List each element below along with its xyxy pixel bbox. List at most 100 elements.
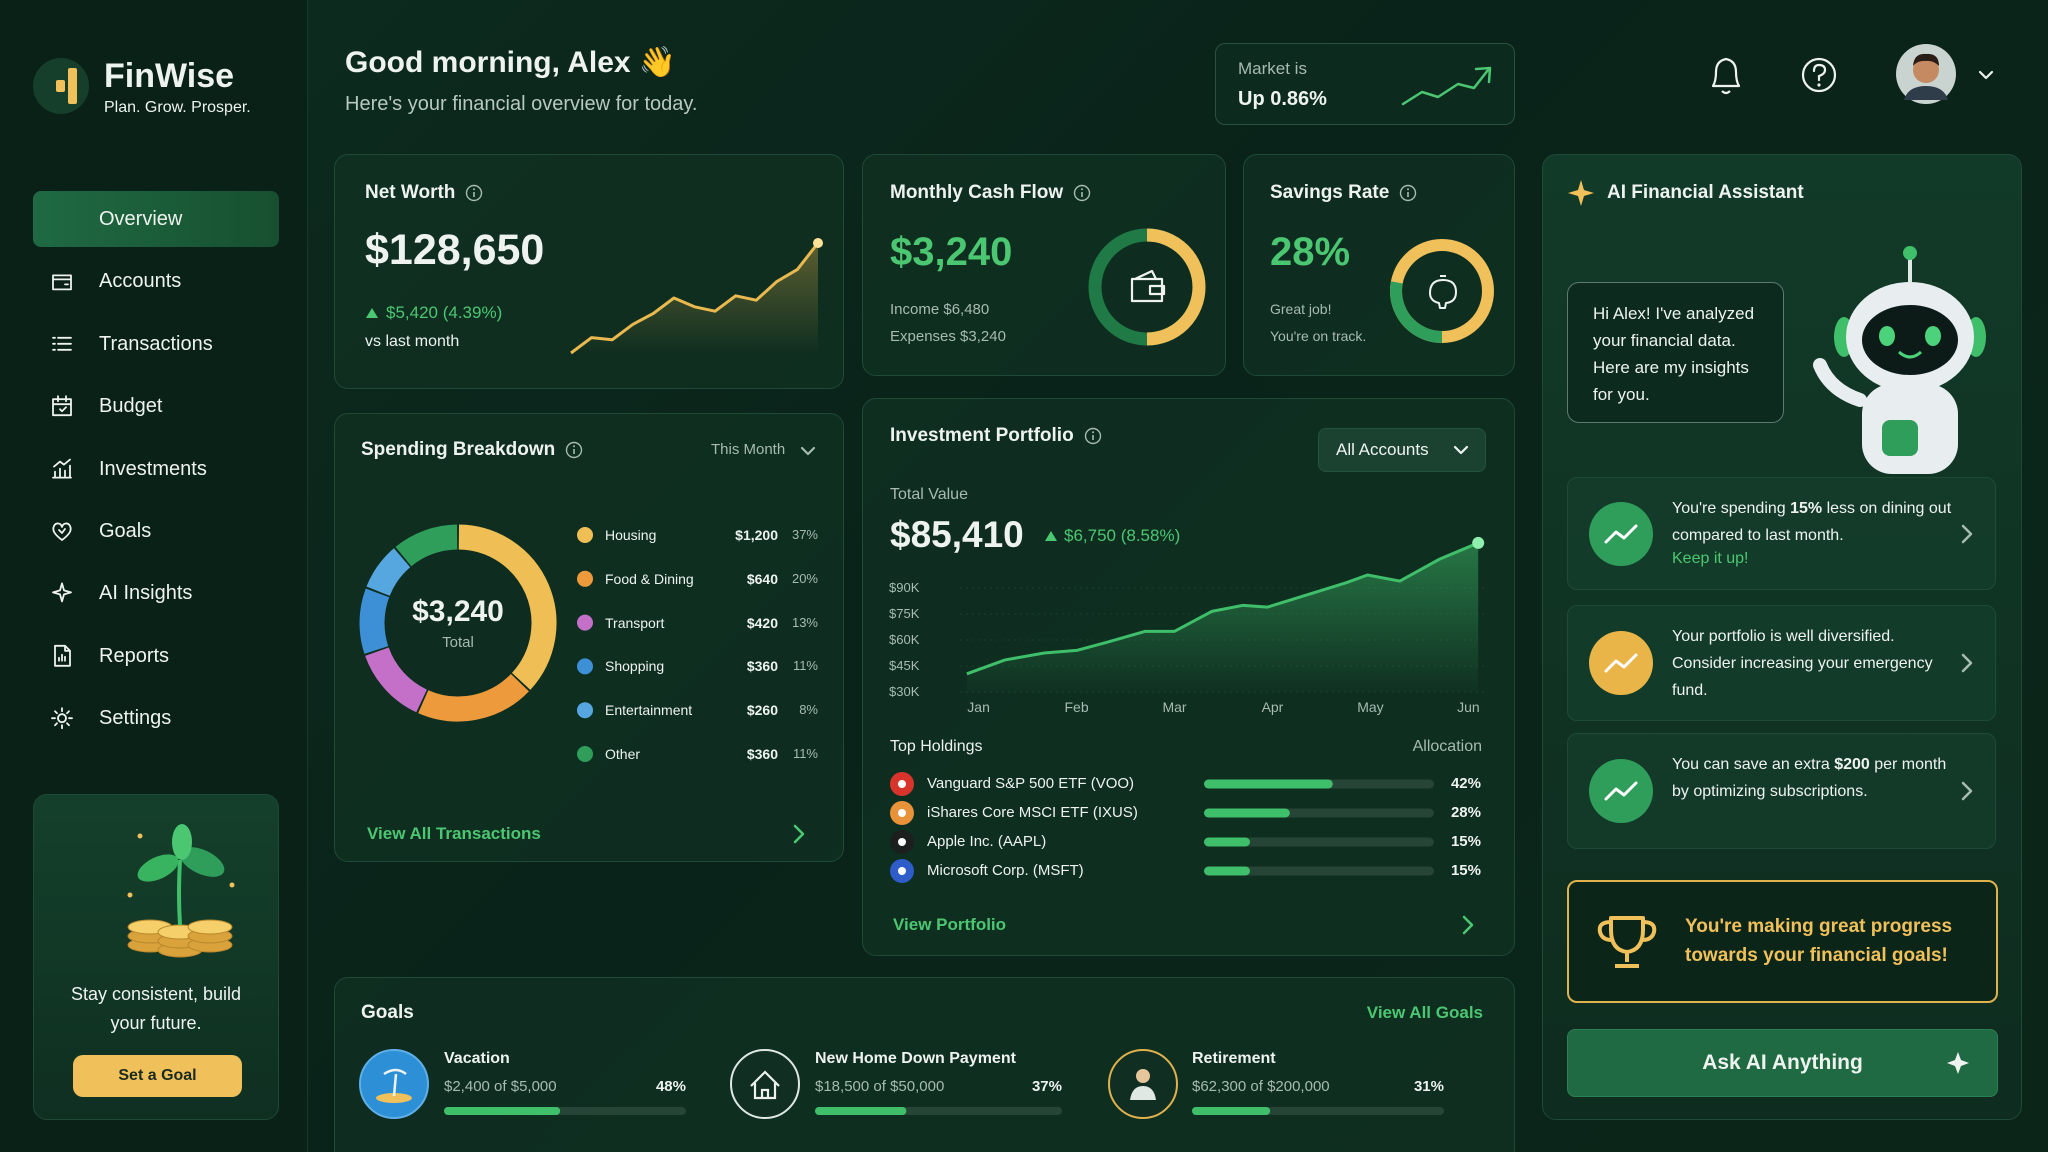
allocation-value: 15% — [1450, 862, 1481, 879]
avatar-body — [1904, 86, 1948, 100]
info-icon[interactable] — [1399, 184, 1417, 202]
goal-percent: 37% — [1031, 1078, 1062, 1095]
insight-part: You're spending — [1672, 500, 1791, 517]
category-name: Shopping — [605, 658, 665, 675]
brand-tagline: Plan. Grow. Prosper. — [104, 99, 251, 116]
brand-name: FinWise — [104, 57, 235, 95]
category-percent: 37% — [791, 527, 818, 542]
ai-title: AI Financial Assistant — [1607, 182, 1804, 203]
goal-progress: $62,300 of $200,000 — [1192, 1078, 1330, 1095]
x-tick-label: Mar — [1162, 699, 1187, 715]
category-name: Other — [605, 746, 641, 762]
net-worth-change: $5,420 (4.39%) — [386, 303, 503, 322]
spending-title-row: Spending Breakdown — [361, 439, 583, 462]
category-percent: 8% — [799, 702, 818, 718]
category-name: Food & Dining — [605, 570, 694, 587]
view-transactions-link[interactable]: View All Transactions — [367, 824, 541, 843]
category-name: Entertainment — [605, 702, 693, 719]
category-percent: 11% — [792, 746, 818, 761]
holding-name: iShares Core MSCI ETF (IXUS) — [927, 804, 1138, 821]
investment-title: Investment Portfolio — [890, 425, 1074, 446]
insight-part: You can save an extra — [1672, 756, 1835, 773]
category-percent: 11% — [792, 658, 818, 674]
nav-item[interactable]: Accounts — [33, 253, 279, 309]
filter-label[interactable]: All Accounts — [1336, 440, 1429, 459]
category-amount: $1,200 — [735, 527, 778, 543]
nav-item[interactable]: Budget — [33, 378, 279, 434]
nav-item[interactable]: AI Insights — [33, 565, 279, 621]
view-portfolio-link[interactable]: View Portfolio — [893, 915, 1007, 934]
promo-text: Stay consistent, build your future. — [70, 984, 242, 1033]
expenses: Expenses $3,240 — [890, 328, 1006, 345]
holdings-title: Top Holdings — [890, 738, 983, 755]
investment-title-row: Investment Portfolio — [890, 425, 1102, 448]
allocation-value: 42% — [1450, 775, 1481, 792]
category-name: Transport — [605, 614, 665, 631]
help-icon — [1801, 57, 1837, 93]
ask-ai-button[interactable] — [1567, 1029, 1998, 1097]
goal-name: Vacation — [444, 1050, 510, 1067]
y-tick-label: $75K — [889, 606, 920, 621]
net-worth-note: vs last month — [365, 333, 460, 350]
insight-part: less on dining out compared to last mont… — [1672, 500, 1952, 544]
set-goal-label[interactable]: Set a Goal — [118, 1067, 197, 1084]
nav-item[interactable]: Investments — [33, 441, 279, 497]
ai-bubble — [1567, 282, 1784, 423]
insight-text: You can save an extra $200 per month by … — [1672, 751, 1957, 805]
portfolio-value: $85,410 — [890, 514, 1024, 555]
holding-name: Microsoft Corp. (MSFT) — [927, 862, 1084, 879]
y-tick-label: $60K — [889, 632, 920, 647]
ai-greeting: Hi Alex! I've analyzed your financial da… — [1593, 304, 1755, 404]
allocation-label: Allocation — [1412, 738, 1482, 755]
spending-total-label: Total — [442, 634, 474, 651]
income: Income $6,480 — [890, 301, 990, 318]
goals-title: Goals — [361, 1002, 414, 1023]
category-amount: $420 — [746, 614, 778, 631]
insight-part: $200 — [1834, 756, 1870, 773]
category-percent: 20% — [791, 570, 818, 586]
set-goal-button[interactable] — [73, 1055, 242, 1097]
help-dot — [1817, 83, 1821, 87]
info-icon[interactable] — [465, 184, 483, 202]
insight-card[interactable] — [1567, 605, 1996, 721]
insight-text: You're spending 15% less on dining out c… — [1672, 495, 1957, 568]
insight-part: Your portfolio is well diversified. Cons… — [1672, 628, 1933, 699]
period-dropdown[interactable]: This Month — [711, 441, 786, 458]
category-amount: $360 — [746, 746, 778, 762]
nav-item[interactable]: Reports — [33, 628, 279, 684]
total-value-label: Total Value — [890, 486, 968, 503]
nav-item[interactable]: Settings — [33, 690, 279, 746]
cash-flow-value: $3,240 — [890, 230, 1013, 274]
info-ring — [466, 185, 483, 202]
progress-banner-text: You're making great progress towards you… — [1685, 916, 1953, 966]
chevron-down — [1978, 70, 1994, 80]
nav-label: Accounts — [99, 270, 182, 293]
nav-item[interactable]: Overview — [33, 191, 279, 247]
x-tick-label: Jun — [1457, 699, 1480, 715]
ask-ai-label[interactable]: Ask AI Anything — [1702, 1051, 1863, 1074]
info-icon[interactable] — [1084, 427, 1102, 445]
y-tick-label: $30K — [889, 684, 920, 699]
allocation-value: 28% — [1450, 804, 1481, 821]
x-tick-label: Jan — [967, 699, 990, 715]
info-icon[interactable] — [1073, 184, 1091, 202]
nav-item[interactable]: Goals — [33, 503, 279, 559]
avatar — [1896, 44, 1956, 104]
nav-item[interactable]: Transactions — [33, 316, 279, 372]
portfolio-change: $6,750 (8.58%) — [1064, 526, 1181, 545]
goal-percent: 48% — [655, 1078, 686, 1095]
goal-name: Retirement — [1192, 1050, 1276, 1067]
insight-highlight: Keep it up! — [1672, 550, 1749, 567]
nav-label: Settings — [99, 707, 172, 730]
view-goals-link[interactable]: View All Goals — [1366, 1003, 1483, 1022]
nav-label: Reports — [99, 644, 170, 667]
spending-title: Spending Breakdown — [361, 439, 556, 460]
nav-label: Overview — [99, 208, 183, 230]
savings-title: Savings Rate — [1270, 182, 1390, 203]
info-dot — [473, 188, 476, 191]
info-icon[interactable] — [565, 441, 583, 459]
info-dot — [1081, 188, 1084, 191]
nav-label: AI Insights — [99, 582, 193, 605]
nav-label: Budget — [99, 395, 163, 418]
